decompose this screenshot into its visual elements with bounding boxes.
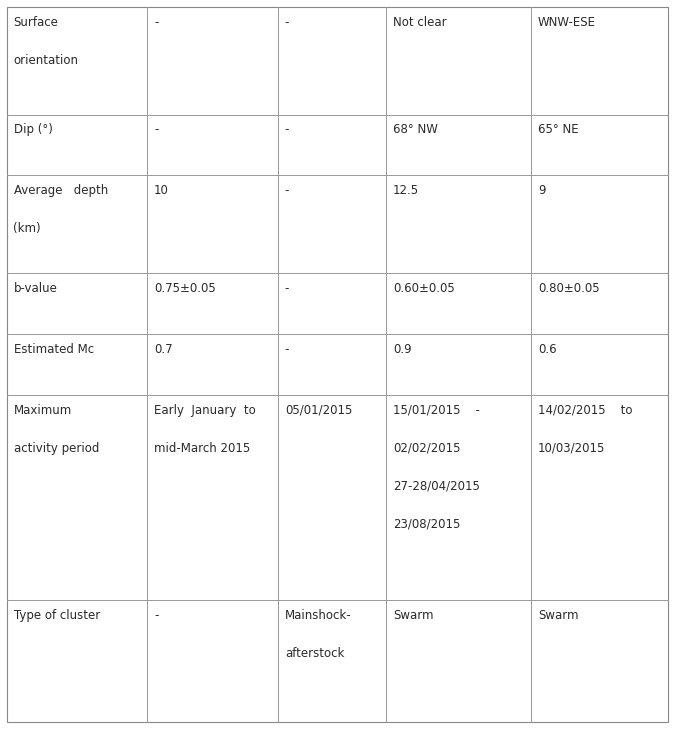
Text: 0.60±0.05: 0.60±0.05 [393, 282, 454, 295]
Text: Dip (°): Dip (°) [14, 123, 53, 136]
Text: -: - [285, 16, 289, 29]
Text: 68° NW: 68° NW [393, 123, 437, 136]
Text: Estimated Mc: Estimated Mc [14, 343, 94, 356]
Text: Type of cluster: Type of cluster [14, 609, 100, 622]
Text: Maximum

activity period: Maximum activity period [14, 404, 99, 455]
Text: b-value: b-value [14, 282, 57, 295]
Text: 0.6: 0.6 [538, 343, 557, 356]
Text: 05/01/2015: 05/01/2015 [285, 404, 352, 416]
Text: -: - [285, 123, 289, 136]
Text: 65° NE: 65° NE [538, 123, 578, 136]
Text: 0.9: 0.9 [393, 343, 412, 356]
Text: -: - [285, 184, 289, 197]
Text: WNW-ESE: WNW-ESE [538, 16, 596, 29]
Text: 14/02/2015    to

10/03/2015: 14/02/2015 to 10/03/2015 [538, 404, 632, 455]
Text: 15/01/2015    -

02/02/2015

27-28/04/2015

23/08/2015: 15/01/2015 - 02/02/2015 27-28/04/2015 23… [393, 404, 480, 531]
Text: 12.5: 12.5 [393, 184, 419, 197]
Text: Mainshock-

afterstock: Mainshock- afterstock [285, 609, 352, 660]
Text: Swarm: Swarm [393, 609, 433, 622]
Text: -: - [154, 123, 158, 136]
Text: Swarm: Swarm [538, 609, 578, 622]
Text: -: - [154, 16, 158, 29]
Text: -: - [154, 609, 158, 622]
Text: Average   depth

(km): Average depth (km) [14, 184, 108, 235]
Text: 0.75±0.05: 0.75±0.05 [154, 282, 215, 295]
Text: 0.80±0.05: 0.80±0.05 [538, 282, 599, 295]
Text: 9: 9 [538, 184, 545, 197]
Text: Surface

orientation: Surface orientation [14, 16, 78, 67]
Text: -: - [285, 282, 289, 295]
Text: 0.7: 0.7 [154, 343, 173, 356]
Text: 10: 10 [154, 184, 169, 197]
Text: Early  January  to

mid-March 2015: Early January to mid-March 2015 [154, 404, 256, 455]
Text: Not clear: Not clear [393, 16, 446, 29]
Text: -: - [285, 343, 289, 356]
